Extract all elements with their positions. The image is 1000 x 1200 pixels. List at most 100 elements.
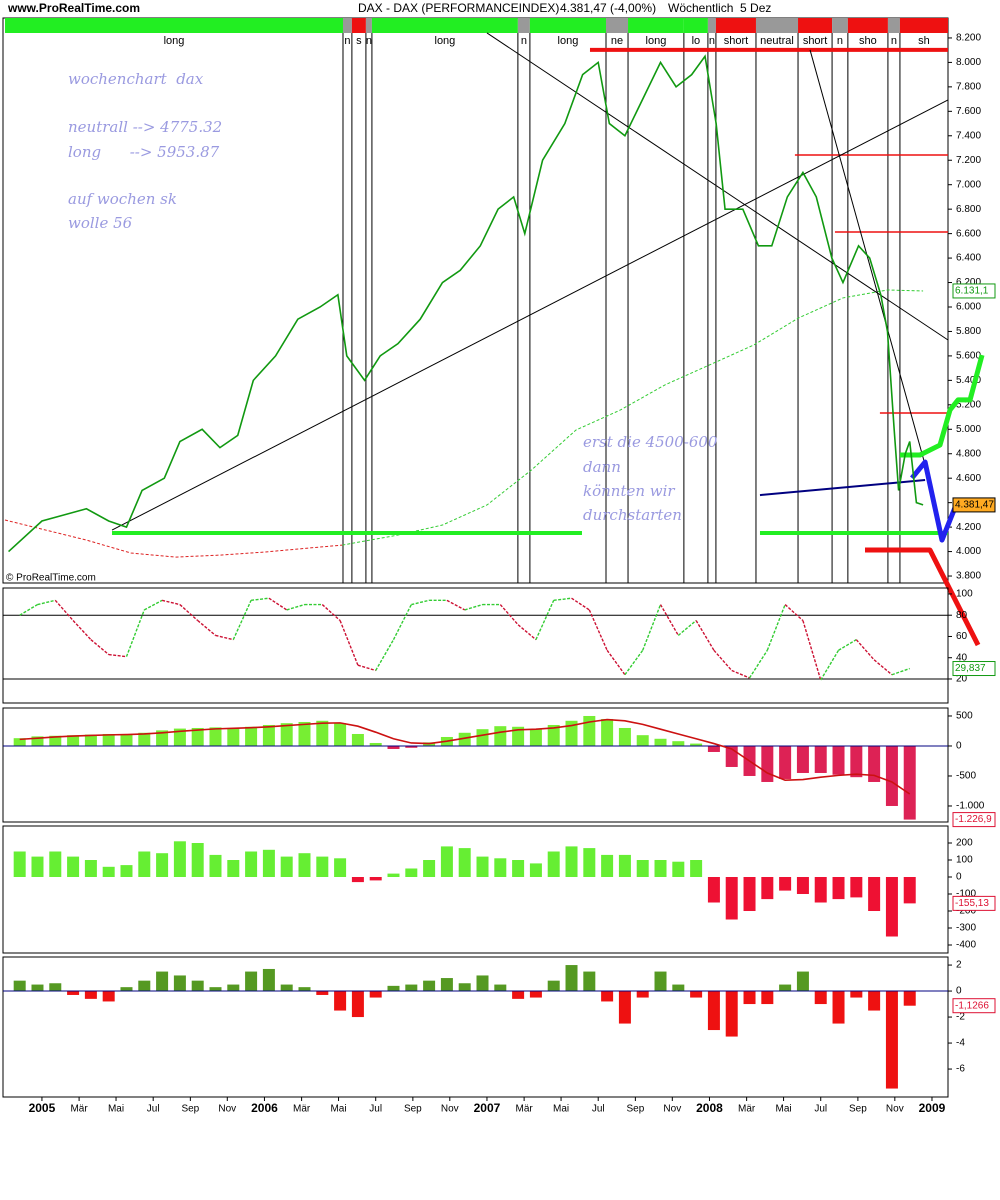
histogram-bar <box>227 727 240 746</box>
y-tick-label: 3.800 <box>956 571 981 582</box>
regime-label: n <box>837 35 843 47</box>
histogram-bar <box>316 991 329 995</box>
regime-segment <box>351 18 366 33</box>
histogram-bar <box>529 863 542 878</box>
moving-average <box>342 289 924 546</box>
histogram-bar <box>369 991 382 998</box>
x-tick-label: Nov <box>663 1104 681 1115</box>
regime-segment <box>755 18 799 33</box>
drawing-line <box>865 547 981 647</box>
last-value-box <box>952 812 996 828</box>
y-tick-label: 6.200 <box>956 277 981 288</box>
histogram-bar <box>262 968 275 992</box>
regime-label: n <box>891 35 897 47</box>
histogram-bar <box>280 723 293 746</box>
x-tick-label: 2006 <box>251 1101 278 1115</box>
histogram-bar <box>334 723 347 746</box>
annotation: long --> 5953.87 <box>68 143 220 161</box>
oscillator-segment <box>677 619 697 636</box>
y-tick-label: 4.600 <box>956 473 981 484</box>
histogram-bar <box>636 991 649 998</box>
y-tick-label: 8.000 <box>956 57 981 68</box>
y-tick-label: 5.400 <box>956 375 981 386</box>
histogram-bar <box>262 849 275 878</box>
y-tick-label: -200 <box>956 906 976 917</box>
histogram-bar <box>458 848 471 878</box>
oscillator-segment <box>446 599 466 611</box>
histogram-bar <box>796 971 809 992</box>
regime-segment <box>899 18 948 33</box>
histogram-bar <box>156 971 169 992</box>
x-tick-label: Mai <box>330 1104 346 1115</box>
histogram-bar <box>49 983 62 992</box>
drawing-line <box>809 49 936 501</box>
histogram-bar <box>476 729 489 746</box>
histogram-bar <box>885 745 898 806</box>
annotation: neutrall --> 4775.32 <box>68 118 222 136</box>
y-tick-label: 200 <box>956 838 973 849</box>
histogram-bar <box>761 991 774 1005</box>
histogram-bar <box>405 868 418 878</box>
histogram-bar <box>814 745 827 773</box>
annotation: auf wochen sk <box>68 190 177 208</box>
histogram-bar <box>779 877 792 891</box>
oscillator-segment <box>748 649 768 679</box>
x-tick-label: Sep <box>181 1104 199 1115</box>
histogram-bar <box>245 726 258 746</box>
histogram-bar <box>618 854 631 878</box>
histogram-bar <box>779 984 792 992</box>
histogram-bar <box>351 733 364 746</box>
regime-segment <box>628 18 684 33</box>
histogram-bar <box>138 732 151 746</box>
x-tick-label: Jul <box>814 1104 827 1115</box>
y-tick-label: 5.200 <box>956 399 981 410</box>
oscillator-segment <box>179 604 199 622</box>
histogram-bar <box>565 720 578 746</box>
histogram-bar <box>672 984 685 992</box>
histogram-bar <box>191 843 204 878</box>
site: www.ProRealTime.com <box>7 1 140 15</box>
y-tick-label: 7.200 <box>956 155 981 166</box>
histogram-bar <box>547 980 560 992</box>
panel-frame <box>2 707 949 823</box>
x-tick-label: Mär <box>516 1104 534 1115</box>
y-tick-label: 80 <box>956 610 968 621</box>
histogram-bar <box>13 738 26 746</box>
y-tick-label: 5.600 <box>956 351 981 362</box>
histogram-bar <box>351 877 364 883</box>
regime-segment <box>832 18 848 33</box>
histogram-bar <box>387 873 400 878</box>
y-tick-label: 4.800 <box>956 448 981 459</box>
histogram-bar <box>565 965 578 992</box>
regime-label: neutral <box>760 35 794 47</box>
oscillator-segment <box>766 604 786 651</box>
histogram-bar <box>280 984 293 992</box>
histogram-bar <box>743 877 756 912</box>
histogram-bar <box>387 985 400 992</box>
annotation: durchstarten <box>583 506 682 524</box>
histogram-bar <box>262 724 275 746</box>
oscillator-segment <box>251 597 269 602</box>
histogram-bar <box>298 721 311 746</box>
x-tick-label: Mär <box>293 1104 311 1115</box>
x-tick-label: Mär <box>738 1104 756 1115</box>
y-tick-label: 0 <box>956 986 962 997</box>
annotation: wolle 56 <box>68 214 133 232</box>
regime-segment <box>715 18 756 33</box>
histogram-bar <box>707 877 720 903</box>
oscillator-segment <box>802 620 822 681</box>
histogram-bar <box>245 851 258 878</box>
histogram-bar <box>690 991 703 998</box>
histogram-bar <box>316 720 329 746</box>
histogram-bar <box>654 971 667 992</box>
last-value-box <box>952 895 996 911</box>
histogram-bar <box>102 866 115 878</box>
histogram-bar <box>369 742 382 746</box>
oscillator-segment <box>268 597 288 611</box>
last-value-label: -155,13 <box>955 898 989 909</box>
regime-segment <box>365 18 372 33</box>
copyright: © ProRealTime.com <box>6 573 96 584</box>
x-tick-label: Mär <box>70 1104 88 1115</box>
regime-label: sho <box>859 35 877 47</box>
